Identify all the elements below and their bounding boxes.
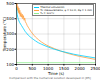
svg-text:2000: 2000 <box>75 66 86 71</box>
svg-text:500: 500 <box>6 1 14 6</box>
svg-text:400: 400 <box>6 16 14 21</box>
svg-text:1000: 1000 <box>43 65 54 71</box>
svg-text:0: 0 <box>15 66 18 71</box>
html-text:T₀ = 100°C: T₀ = 100°C <box>40 11 55 15</box>
html-text:Comparison with the numerical: Comparison with the numerical solution d… <box>9 76 91 80</box>
svg-text:200: 200 <box>6 47 14 52</box>
svg-text:2500: 2500 <box>90 66 100 71</box>
svg-text:Time (s): Time (s) <box>47 71 65 76</box>
svg-text:Temperature (°C): Temperature (°C) <box>2 16 7 52</box>
svg-text:100: 100 <box>6 62 14 67</box>
svg-text:300: 300 <box>6 31 14 36</box>
svg-text:500: 500 <box>28 66 36 71</box>
html-text:Thermal simulation: Thermal simulation <box>40 5 65 9</box>
svg-text:1500: 1500 <box>58 65 69 71</box>
html-text:TC measurements, φ = 10 m, dφ: TC measurements, φ = 10 m, dφ = 1 mm <box>40 8 92 12</box>
